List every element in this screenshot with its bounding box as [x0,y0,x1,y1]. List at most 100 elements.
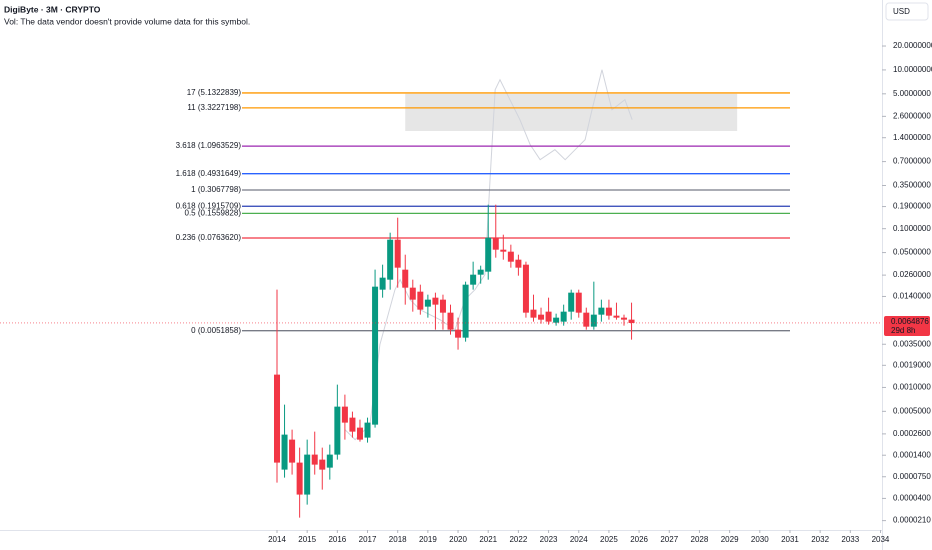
candle-body [492,237,499,250]
y-tick-label: 0.0002600 [893,429,931,438]
x-tick-label: 2025 [600,535,618,544]
candle-body [349,417,356,432]
candle-body [621,317,628,320]
candle-body [379,277,386,290]
candle-body [326,454,333,468]
comparison-line [344,69,633,441]
x-tick-label: 2019 [419,535,437,544]
candle-body [605,307,612,316]
candle-body [462,284,469,338]
fib-level-label: 0.5 (0.1559828) [185,208,242,217]
candle-body [455,329,462,338]
y-tick-label: 1.4000000 [893,133,931,142]
last-price-label: 0.0064876 [891,317,929,326]
candle-body [372,286,379,425]
candle-body [409,287,416,300]
candle-body [387,239,394,280]
price-zone [405,93,738,132]
candle-body [575,292,582,313]
candle-body [500,249,507,252]
candle-body [598,307,605,315]
x-tick-label: 2015 [298,535,316,544]
chart-subtitle: Vol: The data vendor doesn't provide vol… [4,16,250,26]
x-tick-label: 2028 [691,535,709,544]
candle-body [402,269,409,288]
x-tick-label: 2020 [449,535,467,544]
y-tick-label: 0.0500000 [893,248,931,257]
x-tick-label: 2014 [268,535,286,544]
fib-level-label: 11 (3.3227198) [187,103,241,112]
currency-label[interactable]: USD [893,7,910,16]
x-tick-label: 2027 [660,535,678,544]
y-tick-label: 0.7000000 [893,157,931,166]
candle-body [432,297,439,305]
x-tick-label: 2023 [540,535,558,544]
chart-title: DigiByte · 3M · CRYPTO [4,4,101,14]
candle-body [545,311,552,322]
y-tick-label: 0.0000750 [893,472,931,481]
fib-level-label: 3.618 (1.0963529) [176,141,242,150]
candle-body [447,312,454,330]
candle-body [515,259,522,268]
fib-level-label: 1 (0.3067798) [191,185,241,194]
currency-button[interactable] [885,2,929,21]
candle-body [319,459,326,470]
candle-body [364,422,371,438]
x-tick-label: 2033 [841,535,859,544]
candle-body [281,434,288,470]
candle-body [304,454,311,495]
y-tick-label: 0.0010000 [893,383,931,392]
candle-body [583,312,590,327]
candle-body [522,264,529,313]
candle-body [341,406,348,423]
y-tick-label: 0.3500000 [893,181,931,190]
candle-body [628,319,635,323]
candle-body [334,406,341,455]
y-tick-label: 2.6000000 [893,111,931,120]
x-tick-label: 2024 [570,535,588,544]
y-tick-label: 10.0000000 [893,65,932,74]
candle-body [289,439,296,463]
candle-body [507,251,514,262]
candle-body [590,314,597,327]
y-tick-label: 0.0000210 [893,516,931,525]
candle-body [538,314,545,320]
x-tick-label: 2018 [389,535,407,544]
y-tick-label: 0.1900000 [893,202,931,211]
x-tick-label: 2022 [509,535,527,544]
y-tick-label: 5.0000000 [893,89,931,98]
candle-body [485,237,492,272]
candle-body [530,309,537,318]
x-tick-label: 2029 [721,535,739,544]
x-tick-label: 2032 [811,535,829,544]
candle-body [424,299,431,307]
candle-body [356,427,363,440]
candle-body [439,299,446,313]
candle-body [613,315,620,318]
candle-body [296,462,303,495]
y-tick-label: 0.0001400 [893,450,931,459]
x-tick-label: 2031 [781,535,799,544]
fib-level-label: 17 (5.1322839) [187,88,242,97]
candle-body [470,274,477,285]
x-tick-label: 2021 [479,535,497,544]
candle-body [560,311,567,322]
candle-body [477,269,484,275]
y-tick-label: 0.0140000 [893,292,931,301]
fib-level-label: 0 (0.0051858) [191,326,241,335]
fib-level-label: 1.618 (0.4931649) [176,169,242,178]
candle-body [394,239,401,268]
candle-body [417,291,424,310]
candle-body [311,454,318,465]
fib-level-label: 0.618 (0.1915709) [176,201,242,210]
candle-body [568,292,575,312]
y-tick-label: 0.0019000 [893,360,931,369]
fib-level-label: 0.236 (0.0763620) [176,233,242,242]
x-tick-label: 2030 [751,535,769,544]
plot-area: 17 (5.1322839) 11 (3.3227198) 3.618 (1.096… [0,69,882,518]
x-tick-label: 2017 [359,535,377,544]
y-tick-label: 0.0000400 [893,494,931,503]
